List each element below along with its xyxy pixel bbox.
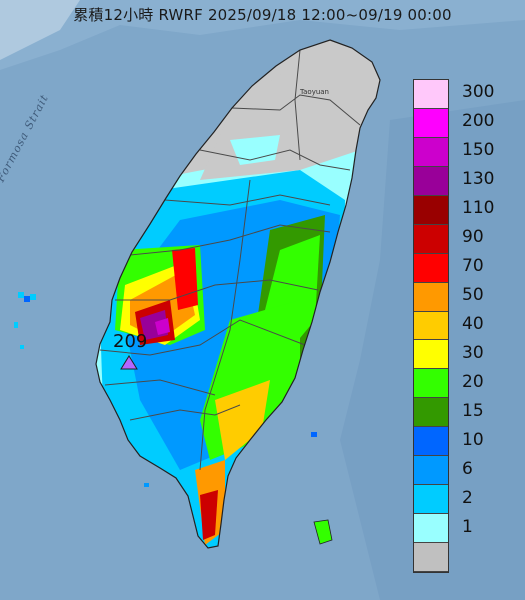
legend-swatch [414,514,448,543]
legend-swatch [414,427,448,457]
legend-swatch [414,543,448,572]
coastline [95,39,381,549]
legend-label: 1 [462,516,473,537]
legend-swatch [414,166,448,196]
legend-label: 2 [462,487,473,508]
legend-label: 6 [462,458,473,479]
rain-90-south [200,490,218,540]
cloud-texture [0,0,80,60]
legend-label: 15 [462,400,484,421]
legend-label: 70 [462,256,484,277]
penghu-islands [14,292,36,349]
legend-swatch [414,224,448,254]
legend-swatch [414,398,448,428]
legend-label: 40 [462,314,484,334]
lanyu-island [313,519,333,545]
legend-label: 150 [462,140,495,161]
xiaoliuqiu-island [144,483,149,487]
rain-70-west [172,248,198,310]
max-rain-triangle-icon [120,355,138,370]
max-value-label: 209 [113,331,148,352]
legend-label: 300 [462,82,495,103]
legend-label: 110 [462,198,495,219]
color-legend [413,79,449,573]
legend-label: 10 [462,429,484,450]
legend-swatch [414,195,448,225]
legend-swatch [414,485,448,515]
legend-label: 130 [462,169,495,190]
legend-label: 200 [462,111,495,132]
legend-swatch [414,369,448,399]
legend-swatch [414,456,448,486]
upper-sea-texture [0,0,525,70]
legend-label: 50 [462,285,484,306]
legend-label: 90 [462,227,484,248]
legend-swatch [414,80,448,109]
rain-40-southeast [215,380,270,460]
map-title: 累積12小時 RWRF 2025/09/18 12:00~09/19 00:00 [73,6,452,24]
legend-swatch [414,108,448,138]
legend-swatch [414,311,448,341]
legend-swatch [414,253,448,283]
rain-1-north [230,135,280,165]
legend-swatch [414,137,448,167]
county-boundaries [99,49,361,471]
legend-swatch [414,340,448,370]
legend-label: 30 [462,342,484,363]
green-island [311,432,317,437]
legend-label: 20 [462,371,484,392]
rain-150-west [155,318,170,335]
legend-swatch [414,282,448,312]
city-label: Taoyuan [300,88,329,96]
